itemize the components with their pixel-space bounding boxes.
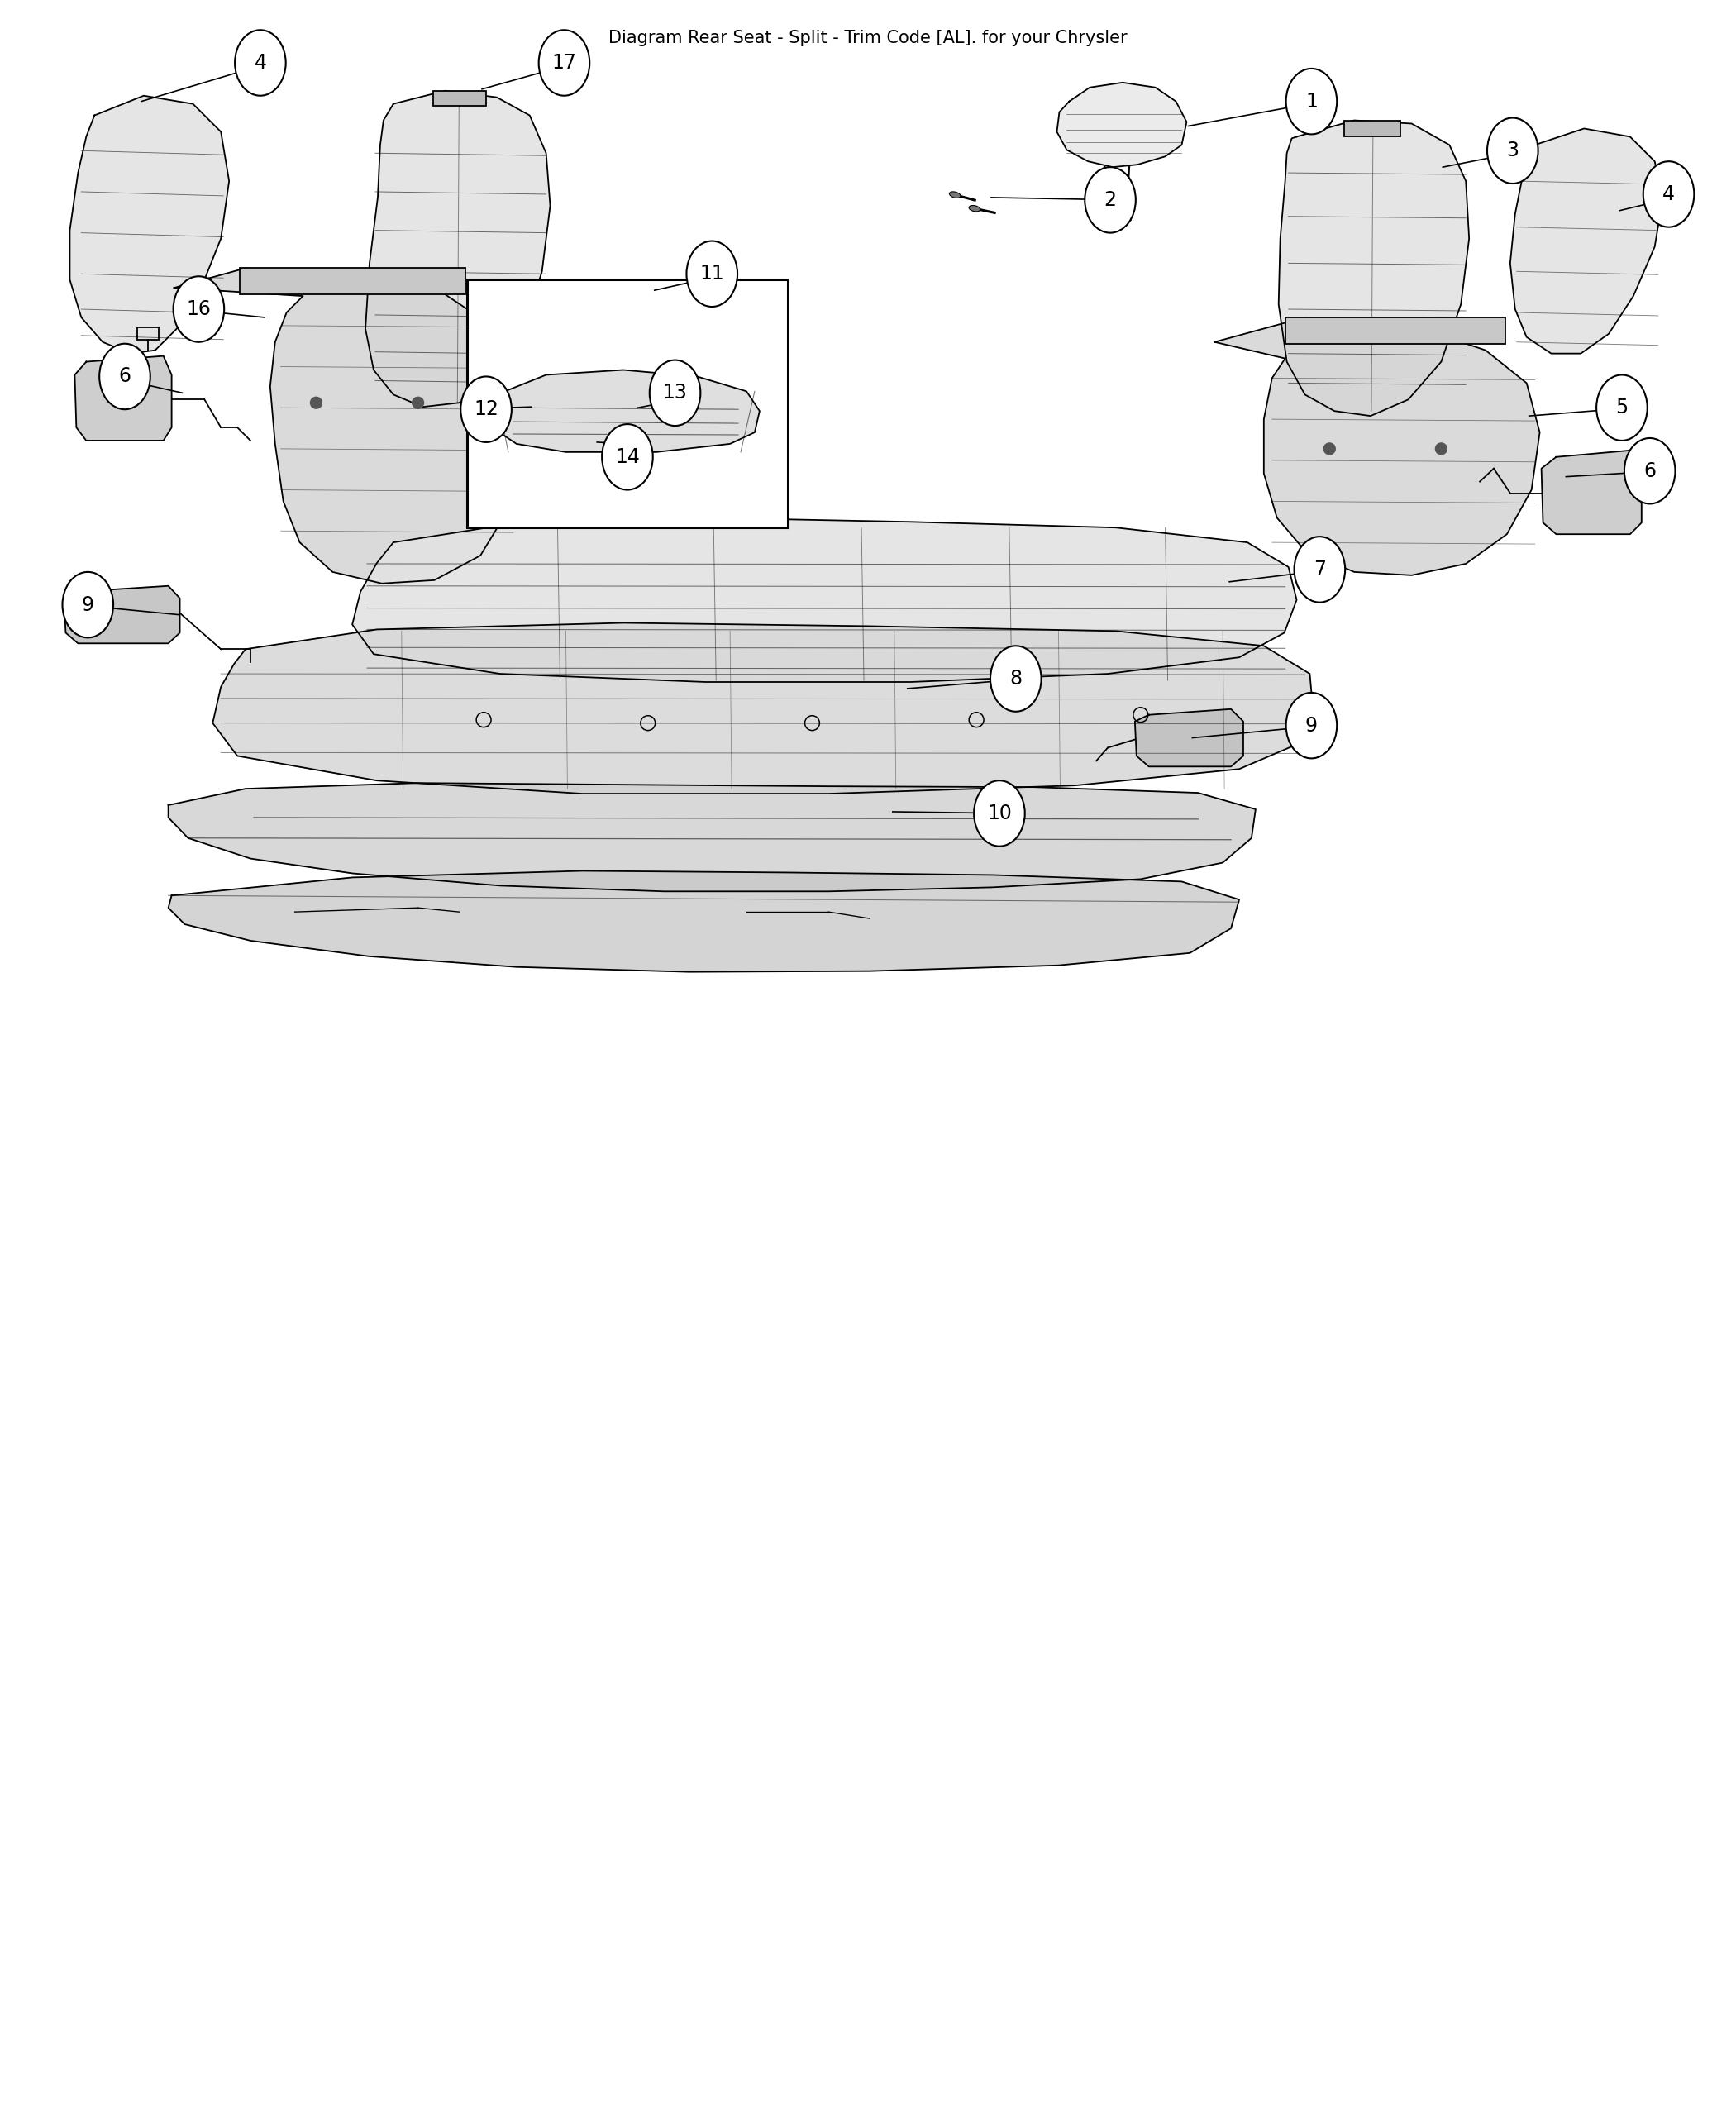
Text: 3: 3 xyxy=(1507,141,1519,160)
Text: 6: 6 xyxy=(118,367,130,386)
Text: 4: 4 xyxy=(1663,183,1675,204)
Ellipse shape xyxy=(1625,438,1675,504)
Text: 5: 5 xyxy=(1616,398,1628,417)
Polygon shape xyxy=(168,871,1240,972)
Bar xyxy=(1285,318,1505,344)
Bar xyxy=(137,327,158,339)
Text: 9: 9 xyxy=(1305,715,1318,736)
Polygon shape xyxy=(174,268,521,584)
Ellipse shape xyxy=(602,424,653,489)
Ellipse shape xyxy=(950,192,960,198)
Circle shape xyxy=(1436,443,1446,455)
Text: 4: 4 xyxy=(253,53,267,74)
Text: 11: 11 xyxy=(700,264,724,285)
Bar xyxy=(1121,207,1132,221)
Polygon shape xyxy=(365,91,550,407)
Text: 13: 13 xyxy=(663,384,687,403)
Ellipse shape xyxy=(62,571,113,637)
Bar xyxy=(240,268,465,295)
Text: 14: 14 xyxy=(615,447,641,466)
Polygon shape xyxy=(168,782,1255,892)
Text: 9: 9 xyxy=(82,594,94,616)
Bar xyxy=(1097,207,1108,221)
Text: 10: 10 xyxy=(988,803,1012,824)
Text: 6: 6 xyxy=(1644,462,1656,481)
Text: 7: 7 xyxy=(1314,559,1326,580)
Polygon shape xyxy=(1215,318,1540,575)
Ellipse shape xyxy=(174,276,224,341)
Text: 16: 16 xyxy=(186,299,212,318)
Polygon shape xyxy=(1057,82,1187,167)
Ellipse shape xyxy=(1286,694,1337,759)
Polygon shape xyxy=(214,622,1312,795)
Circle shape xyxy=(1325,443,1335,455)
Ellipse shape xyxy=(1644,162,1694,228)
Polygon shape xyxy=(75,356,172,441)
Polygon shape xyxy=(1542,451,1642,533)
Polygon shape xyxy=(64,586,181,643)
Text: 17: 17 xyxy=(552,53,576,74)
Polygon shape xyxy=(1279,120,1469,415)
Polygon shape xyxy=(1135,708,1243,767)
Ellipse shape xyxy=(969,204,981,211)
Ellipse shape xyxy=(1286,70,1337,135)
Ellipse shape xyxy=(538,30,590,95)
Polygon shape xyxy=(69,95,229,354)
Text: Diagram Rear Seat - Split - Trim Code [AL]. for your Chrysler: Diagram Rear Seat - Split - Trim Code [A… xyxy=(609,30,1127,46)
FancyBboxPatch shape xyxy=(467,280,788,527)
Circle shape xyxy=(411,396,424,409)
Polygon shape xyxy=(352,519,1297,683)
Circle shape xyxy=(311,396,321,409)
Ellipse shape xyxy=(974,780,1024,845)
Ellipse shape xyxy=(1085,167,1135,232)
Ellipse shape xyxy=(1488,118,1538,183)
Ellipse shape xyxy=(234,30,286,95)
Ellipse shape xyxy=(686,240,738,306)
Ellipse shape xyxy=(990,645,1042,713)
Text: 8: 8 xyxy=(1010,668,1023,689)
Ellipse shape xyxy=(99,344,151,409)
Ellipse shape xyxy=(460,377,512,443)
Polygon shape xyxy=(1510,129,1663,354)
Text: 2: 2 xyxy=(1104,190,1116,211)
Ellipse shape xyxy=(1597,375,1647,441)
Text: 12: 12 xyxy=(474,398,498,419)
Polygon shape xyxy=(488,369,760,451)
Ellipse shape xyxy=(649,360,700,426)
Ellipse shape xyxy=(1295,538,1345,603)
Bar xyxy=(432,91,486,105)
Text: 1: 1 xyxy=(1305,91,1318,112)
Bar xyxy=(1344,120,1401,137)
